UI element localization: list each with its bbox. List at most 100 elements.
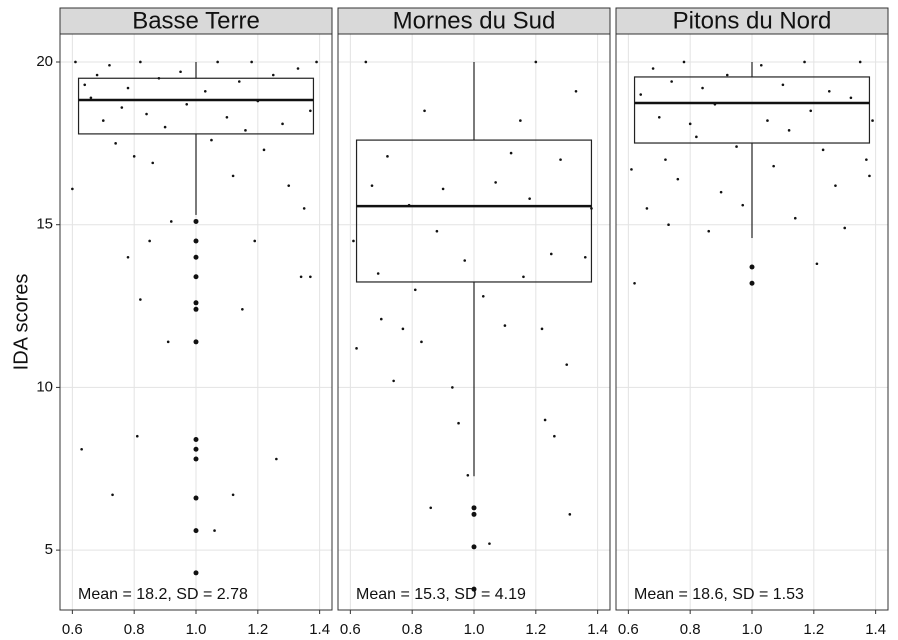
point [296,67,300,70]
point [203,89,207,93]
x-tick-label: 1.4 [587,621,608,638]
outlier [471,544,477,550]
x-tick-label: 0.6 [618,621,639,638]
x-tick-label: 0.6 [340,621,361,638]
point [630,168,633,171]
point [528,197,531,200]
point [166,340,170,344]
outlier [193,274,199,280]
point [503,324,507,327]
outlier [193,528,199,534]
point [262,148,266,152]
point [639,93,643,96]
outlier [193,456,199,462]
point [302,207,306,210]
point [701,86,704,90]
point [148,239,151,243]
outlier [193,300,199,306]
point [574,89,578,93]
point [315,60,318,64]
point [481,294,485,298]
point [71,187,74,191]
outlier [749,264,755,270]
point [163,125,167,129]
point [225,116,229,119]
box [355,139,593,283]
point [651,67,655,70]
point [281,122,284,126]
point [135,434,139,438]
point [559,158,562,161]
x-tick-label: 1.0 [186,621,207,638]
x-tick-label: 1.0 [742,621,763,638]
point [256,99,260,103]
x-tick-label: 1.2 [247,621,268,638]
point [386,155,389,158]
annotation: Mean = 15.3, SD = 4.19 [356,586,526,603]
point [488,542,491,545]
x-tick-label: 1.2 [525,621,546,638]
point [139,60,142,64]
y-axis-label: IDA scores [10,274,32,371]
point [126,86,130,90]
point [364,60,368,64]
point [101,119,105,122]
strip [59,7,333,35]
point [868,174,871,178]
point [231,493,235,497]
y-tick-label: 5 [45,541,53,558]
point [509,151,513,155]
point [114,142,117,145]
point [676,177,680,181]
point [815,262,819,266]
point [664,158,667,161]
box [77,77,315,135]
point [244,129,247,132]
point [707,229,711,233]
x-tick-label: 1.0 [464,621,485,638]
point [309,275,312,279]
strip [337,7,611,35]
point [370,184,374,187]
point [95,73,99,77]
point [633,281,636,285]
facet-title: Pitons du Nord [673,7,832,34]
annotation: Mean = 18.2, SD = 2.78 [78,586,248,603]
point [781,83,785,87]
point [667,223,670,226]
point [759,63,763,67]
point [849,96,853,100]
point [241,308,244,311]
x-tick-label: 0.8 [124,621,145,638]
strip [615,7,889,35]
point [772,164,775,168]
point [271,73,275,77]
point [139,298,142,301]
point [451,386,454,389]
point [735,145,738,148]
point [299,275,303,279]
point [237,80,241,83]
point [590,207,593,210]
point [309,109,312,113]
point [352,239,355,243]
point [858,60,862,64]
y-tick-label: 20 [36,53,53,70]
facet-title: Mornes du Sud [393,7,556,34]
x-tick-label: 0.6 [62,621,83,638]
point [494,181,497,184]
y-tick-label: 10 [36,378,53,395]
point [553,434,556,438]
point [719,190,723,194]
outlier [193,238,199,244]
point [413,288,417,292]
point [435,229,439,233]
point [210,138,213,142]
point [379,317,383,321]
point [457,421,460,425]
point [540,327,544,331]
outlier [471,586,477,592]
point [253,239,257,243]
point [534,60,538,64]
